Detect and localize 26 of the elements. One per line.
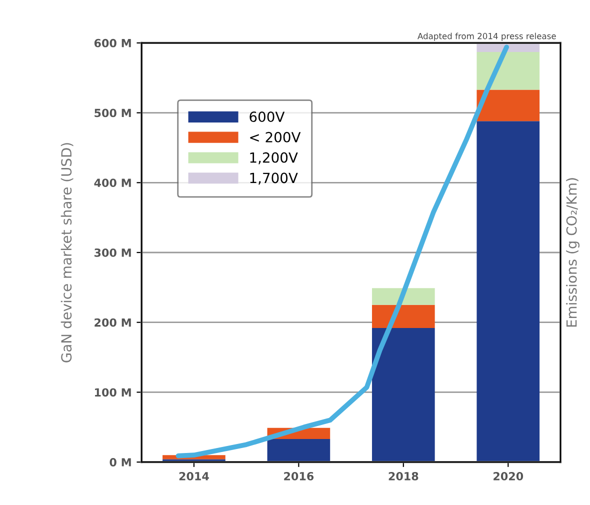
bar — [372, 304, 435, 328]
x-tick-label: 2018 — [388, 472, 418, 480]
y-tick-label: 0 M — [110, 458, 131, 466]
bar — [476, 52, 540, 90]
legend-label: < 200V — [250, 132, 301, 142]
y-tick-label: 100 M — [95, 388, 131, 397]
x-tick-label: 2014 — [179, 472, 209, 480]
text: Adapted from 2014 press release — [418, 32, 556, 41]
legend-label: 600V — [250, 112, 285, 122]
bar — [267, 439, 330, 462]
bar — [476, 121, 540, 462]
legend-label: 1,200V — [250, 152, 298, 164]
y-tick-label: 600 M — [94, 38, 131, 48]
line-series — [176, 44, 509, 458]
x-tick-label: 2016 — [284, 472, 314, 480]
bar — [372, 288, 435, 305]
y-axis-title: GaN device market share (USD) — [60, 143, 74, 362]
x-tick-label: 2020 — [494, 472, 524, 480]
y2-axis-title: Emissions (g CO₂/Km) — [566, 178, 580, 327]
bar — [476, 90, 540, 122]
bar — [372, 328, 435, 462]
y-tick-label: 500 M — [94, 108, 131, 118]
y-tick-label: 400 M — [94, 178, 131, 188]
legend-label: 1,700V — [250, 172, 298, 185]
y-tick-label: 200 M — [94, 318, 131, 327]
y-tick-label: 300 M — [94, 248, 131, 257]
